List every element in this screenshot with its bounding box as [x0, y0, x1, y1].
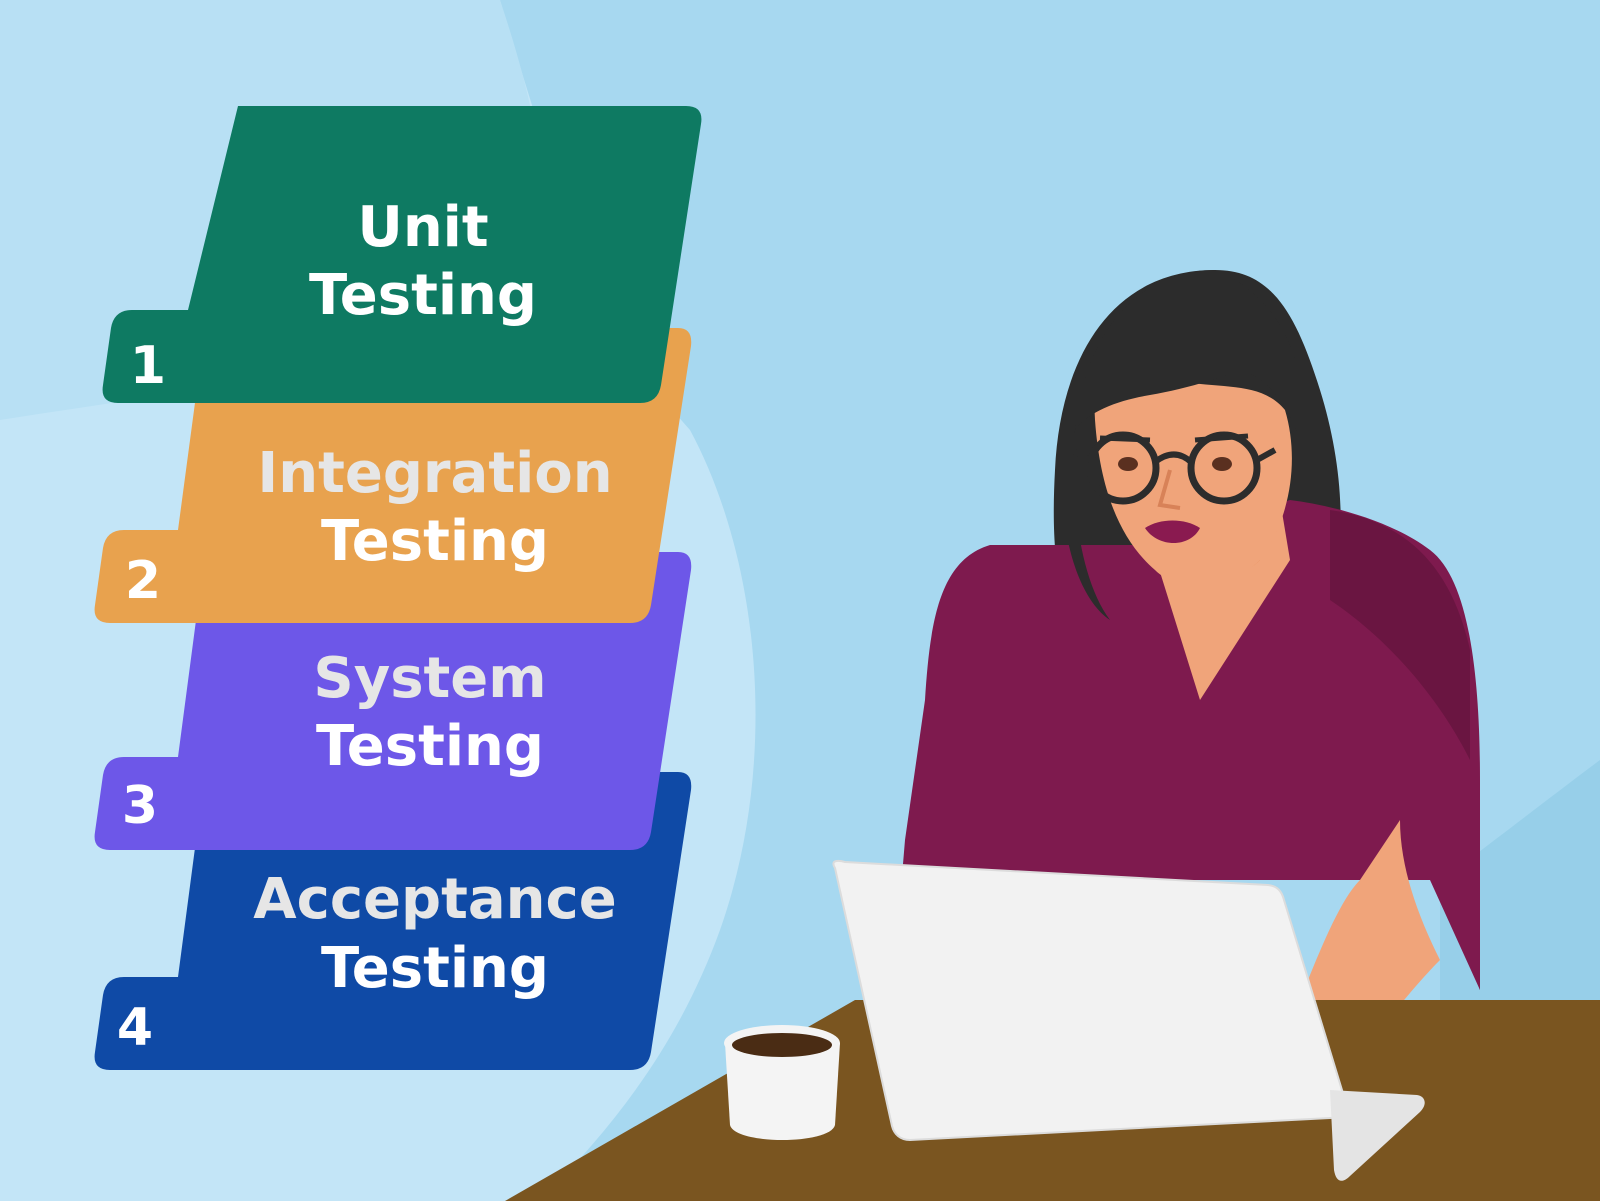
eyebrow-right — [1194, 433, 1249, 443]
step-3-shape — [94, 552, 692, 850]
hair-left — [1061, 430, 1110, 620]
laptop-base — [1330, 1090, 1425, 1181]
shirt — [900, 500, 1480, 990]
eye-left — [1118, 457, 1138, 471]
eyebrow-left — [1099, 435, 1151, 443]
step-2-title: Integration — [257, 441, 612, 506]
step-1-block: Unit Testing 1 — [102, 106, 702, 403]
step-1-title: Unit — [357, 195, 488, 260]
step-3-subtitle: Testing — [316, 714, 544, 779]
lips — [1145, 520, 1200, 543]
step-4-number: 4 — [117, 998, 153, 1058]
step-3-number: 3 — [122, 776, 158, 836]
step-3-title: System — [313, 646, 546, 711]
person — [900, 270, 1480, 1080]
nose — [1157, 469, 1181, 510]
glasses — [1073, 431, 1277, 505]
step-1-shape — [102, 106, 702, 403]
shirt-shadow — [1330, 510, 1470, 760]
step-1-subtitle: Testing — [309, 263, 537, 328]
step-2-number: 2 — [125, 551, 161, 611]
eye-right — [1212, 457, 1232, 471]
step-4-title: Acceptance — [253, 867, 616, 932]
step-1-number: 1 — [130, 336, 166, 396]
step-3-block: System Testing 3 — [94, 552, 692, 850]
coffee-cup — [724, 1025, 840, 1140]
step-2-subtitle: Testing — [321, 509, 549, 574]
laptop — [832, 859, 1425, 1181]
laptop-lid — [832, 859, 1347, 1142]
sleeve — [1440, 860, 1480, 990]
hair-bangs — [1075, 270, 1303, 440]
step-4-subtitle: Testing — [321, 936, 549, 1001]
coffee — [732, 1033, 832, 1057]
